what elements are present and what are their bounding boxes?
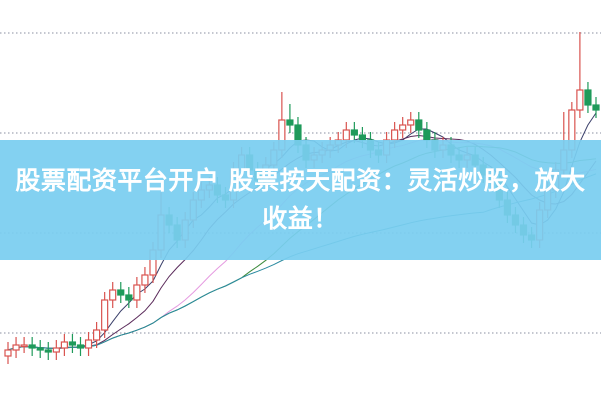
candle	[12, 337, 20, 358]
candle-body	[109, 289, 117, 301]
title-banner: 股票配资平台开户 股票按天配资：灵活炒股，放大收益！	[0, 140, 601, 260]
candle-body	[68, 341, 77, 346]
candle-body	[52, 347, 60, 353]
candle-body	[415, 119, 423, 131]
candle-body	[20, 344, 28, 348]
candle	[350, 122, 358, 143]
candle-body	[84, 339, 93, 349]
candle-body	[576, 89, 584, 111]
candle	[125, 287, 133, 308]
candle	[4, 342, 12, 364]
candle	[36, 340, 44, 358]
candle	[399, 117, 407, 138]
candle	[84, 332, 93, 356]
candle	[415, 112, 423, 138]
candle	[76, 337, 85, 356]
candle	[133, 277, 141, 308]
candle	[576, 32, 584, 118]
candle	[592, 97, 600, 118]
candle-body	[350, 129, 358, 136]
candle-body	[4, 349, 12, 357]
candle-body	[391, 129, 399, 141]
candle-body	[141, 274, 149, 286]
candle	[68, 334, 77, 353]
candle-body	[44, 349, 52, 353]
candle-body	[342, 129, 350, 141]
candle-body	[407, 119, 415, 126]
candle	[28, 337, 36, 356]
candle-body	[60, 341, 68, 349]
candle-body	[117, 289, 125, 296]
candle-body	[286, 119, 294, 126]
candle-body	[584, 89, 592, 106]
candle	[286, 104, 294, 133]
candle-body	[125, 294, 133, 301]
candle	[141, 267, 149, 293]
candle	[52, 340, 60, 360]
candle	[20, 337, 28, 353]
candle-body	[399, 124, 407, 131]
candle-body	[592, 104, 600, 111]
candle	[60, 334, 68, 356]
candle-body	[12, 344, 20, 351]
candle	[117, 282, 125, 303]
candle	[101, 292, 109, 338]
candle	[93, 322, 101, 348]
candle-body	[423, 129, 431, 141]
candle	[109, 282, 117, 308]
candle-body	[101, 299, 109, 331]
candle	[44, 342, 52, 360]
article-title: 股票配资平台开户 股票按天配资：灵活炒股，放大收益！	[15, 166, 586, 233]
candle-body	[93, 329, 101, 341]
candle-body	[28, 344, 36, 349]
candle-body	[76, 344, 85, 349]
candle	[407, 112, 415, 133]
candle-body	[133, 284, 141, 301]
candle	[584, 82, 592, 113]
candle-body	[36, 347, 44, 351]
